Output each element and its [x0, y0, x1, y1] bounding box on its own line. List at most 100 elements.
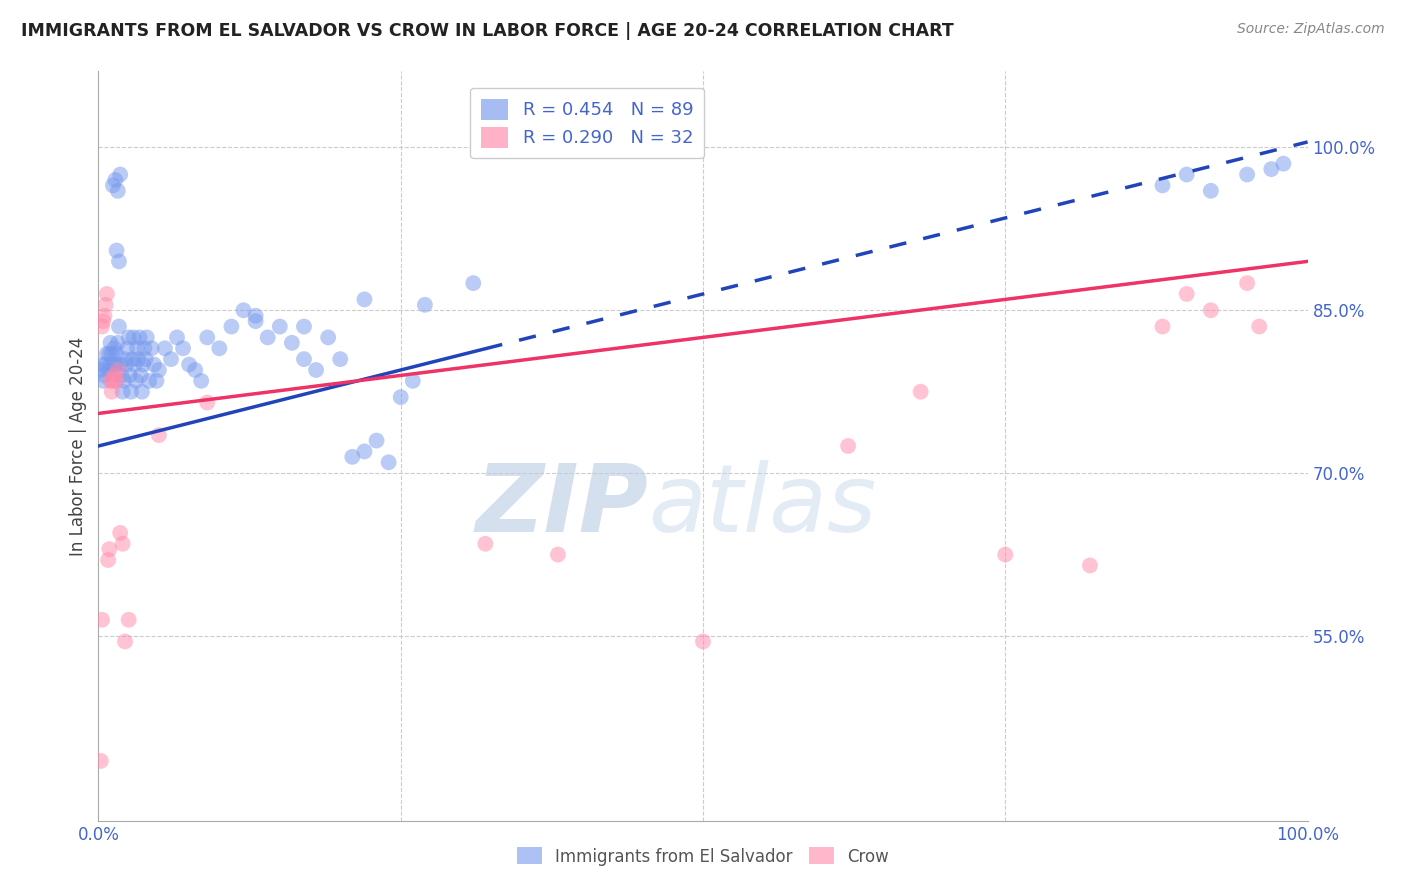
Legend: Immigrants from El Salvador, Crow: Immigrants from El Salvador, Crow [510, 841, 896, 872]
Point [143, 358, 166, 372]
Text: atlas: atlas [648, 460, 877, 551]
Point [1152, 178, 1174, 193]
Point [547, 548, 569, 562]
Point [121, 352, 143, 367]
Point [114, 352, 136, 367]
Point [153, 341, 176, 355]
Point [111, 384, 134, 399]
Point [1236, 276, 1258, 290]
Point [98, 347, 121, 361]
Point [1078, 558, 1101, 573]
Point [108, 358, 131, 372]
Point [105, 374, 128, 388]
Point [1272, 156, 1295, 170]
Point [132, 358, 155, 372]
Point [245, 314, 267, 328]
Point [366, 434, 388, 448]
Point [91, 358, 114, 372]
Point [837, 439, 859, 453]
Point [1260, 162, 1282, 177]
Point [120, 384, 142, 399]
Point [195, 330, 218, 344]
Text: IMMIGRANTS FROM EL SALVADOR VS CROW IN LABOR FORCE | AGE 20-24 CORRELATION CHART: IMMIGRANTS FROM EL SALVADOR VS CROW IN L… [21, 22, 953, 40]
Point [160, 352, 183, 367]
Point [221, 319, 243, 334]
Point [101, 358, 124, 372]
Point [108, 168, 131, 182]
Point [96, 347, 118, 361]
Point [166, 330, 188, 344]
Point [1236, 168, 1258, 182]
Point [138, 374, 160, 388]
Point [329, 352, 352, 367]
Point [112, 374, 135, 388]
Text: ZIP: ZIP [475, 460, 648, 552]
Point [125, 374, 148, 388]
Point [118, 613, 141, 627]
Point [389, 390, 412, 404]
Point [122, 330, 145, 344]
Point [994, 548, 1017, 562]
Point [93, 309, 115, 323]
Point [195, 395, 218, 409]
Point [97, 363, 120, 377]
Point [98, 542, 121, 557]
Point [90, 754, 112, 768]
Point [105, 347, 128, 361]
Point [127, 341, 149, 355]
Point [342, 450, 364, 464]
Point [413, 298, 436, 312]
Point [103, 341, 125, 355]
Point [118, 330, 141, 344]
Point [402, 374, 425, 388]
Point [256, 330, 278, 344]
Point [94, 298, 117, 312]
Point [129, 368, 152, 383]
Point [232, 303, 254, 318]
Point [101, 178, 124, 193]
Point [145, 374, 167, 388]
Point [128, 330, 150, 344]
Point [692, 634, 714, 648]
Point [245, 309, 267, 323]
Point [91, 319, 114, 334]
Point [108, 525, 131, 540]
Point [131, 384, 153, 399]
Point [96, 287, 118, 301]
Point [93, 368, 115, 383]
Point [107, 184, 129, 198]
Point [184, 363, 207, 377]
Point [474, 537, 496, 551]
Point [118, 368, 141, 383]
Point [97, 553, 120, 567]
Text: Source: ZipAtlas.com: Source: ZipAtlas.com [1237, 22, 1385, 37]
Point [135, 352, 157, 367]
Point [1249, 319, 1271, 334]
Point [108, 319, 131, 334]
Point [101, 374, 124, 388]
Point [100, 347, 122, 361]
Point [94, 358, 117, 372]
Point [104, 358, 127, 372]
Point [117, 341, 139, 355]
Point [305, 363, 328, 377]
Point [111, 537, 134, 551]
Point [90, 363, 112, 377]
Point [292, 352, 315, 367]
Point [107, 335, 129, 350]
Point [100, 358, 122, 372]
Point [269, 319, 291, 334]
Point [148, 428, 170, 442]
Point [1152, 319, 1174, 334]
Point [1175, 287, 1198, 301]
Point [124, 358, 146, 372]
Point [114, 634, 136, 648]
Point [190, 374, 212, 388]
Point [353, 293, 375, 307]
Point [100, 374, 122, 388]
Point [115, 358, 138, 372]
Point [172, 341, 194, 355]
Point [281, 335, 304, 350]
Point [105, 244, 128, 258]
Point [316, 330, 339, 344]
